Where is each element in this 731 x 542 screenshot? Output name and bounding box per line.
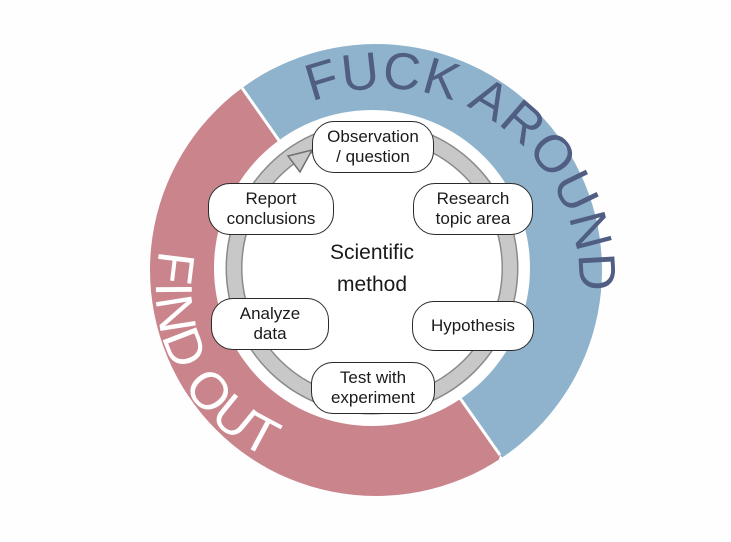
step-line1: Research (436, 189, 510, 208)
step-report: Report conclusions (208, 183, 334, 235)
step-research: Research topic area (413, 183, 533, 235)
step-analyze: Analyze data (211, 298, 329, 350)
step-line1: Analyze (239, 304, 301, 323)
step-line2: / question (336, 147, 410, 166)
step-line1: Test with (339, 368, 407, 387)
center-title-line1: Scientific (330, 241, 414, 264)
fuck-around-region (240, 44, 602, 496)
step-observation: Observation / question (312, 121, 434, 173)
step-line2: data (253, 324, 287, 343)
cycle-arrow-head (286, 148, 314, 174)
step-line2: experiment (330, 388, 416, 407)
step-test: Test with experiment (311, 362, 435, 414)
step-line1: Report (245, 189, 297, 208)
step-line1: Hypothesis (430, 316, 516, 335)
step-line2: topic area (435, 209, 511, 228)
step-line1: Observation (327, 127, 419, 146)
center-title-line2: method (337, 273, 407, 296)
step-line2: conclusions (226, 209, 316, 228)
step-hypothesis: Hypothesis (412, 301, 534, 351)
